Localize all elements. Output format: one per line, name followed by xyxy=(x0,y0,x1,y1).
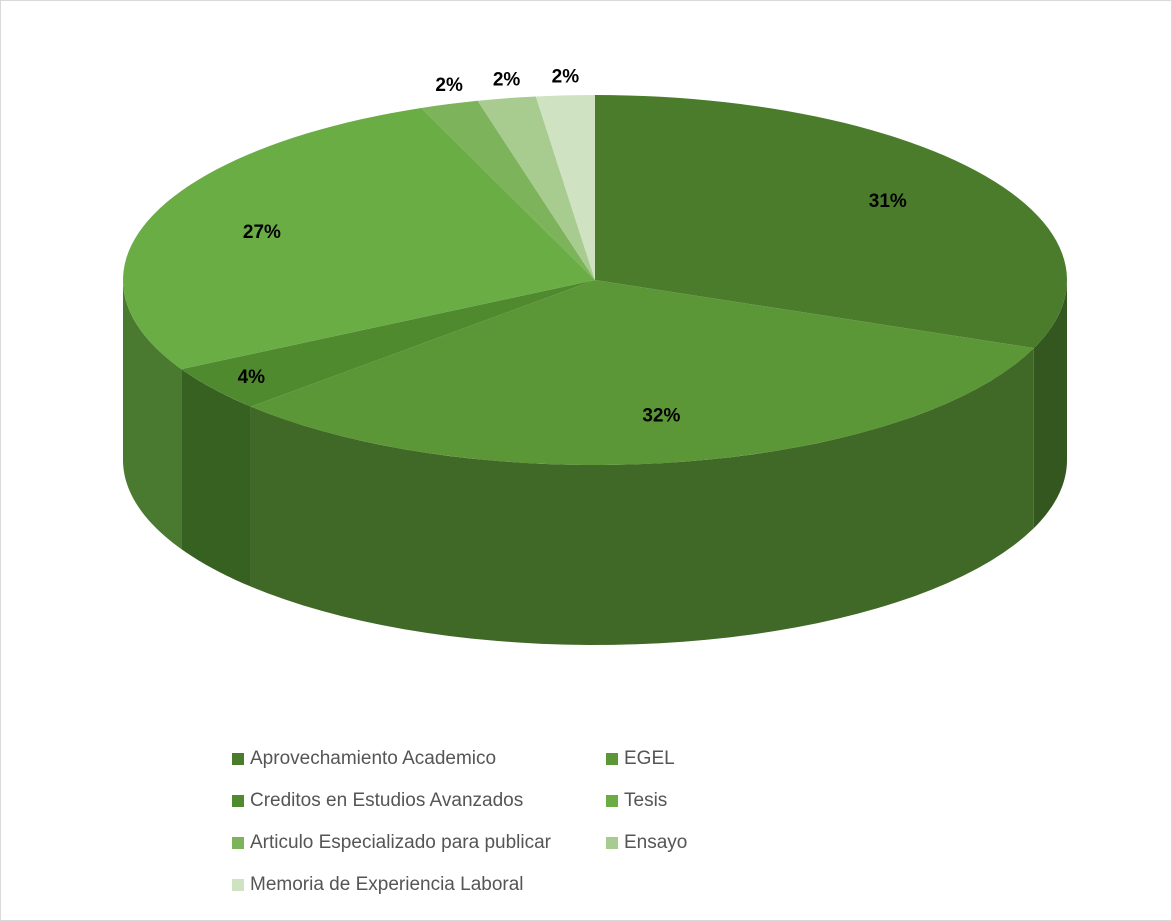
pie-slice xyxy=(595,95,1067,349)
legend-swatch xyxy=(232,837,244,849)
legend-label: Creditos en Estudios Avanzados xyxy=(250,790,523,811)
data-label: 2% xyxy=(552,66,580,87)
data-label: 4% xyxy=(238,367,266,388)
data-label: 2% xyxy=(493,69,521,90)
legend-label: Aprovechamiento Academico xyxy=(250,748,496,769)
pie-slice xyxy=(477,96,595,281)
pie-slice xyxy=(250,280,1034,465)
legend-swatch xyxy=(232,795,244,807)
data-label: 2% xyxy=(435,75,463,96)
pie-side xyxy=(250,348,1034,645)
legend-label: EGEL xyxy=(624,748,675,769)
legend-swatch xyxy=(606,837,618,849)
legend-swatch xyxy=(606,753,618,765)
pie-slice xyxy=(421,100,595,280)
pie-slice xyxy=(535,95,595,280)
pie-side xyxy=(181,369,251,587)
legend-swatch xyxy=(232,753,244,765)
legend-label: Ensayo xyxy=(624,832,687,853)
legend-label: Tesis xyxy=(624,790,667,811)
legend-label: Articulo Especializado para publicar xyxy=(250,832,552,853)
data-label: 31% xyxy=(869,191,907,212)
legend-swatch xyxy=(232,879,244,891)
pie-side xyxy=(1033,280,1067,529)
legend-swatch xyxy=(606,795,618,807)
pie-side xyxy=(123,280,182,550)
pie-slice xyxy=(181,280,595,407)
legend-label: Memoria de Experiencia Laboral xyxy=(250,874,524,895)
data-label: 32% xyxy=(642,405,680,426)
pie-slice xyxy=(123,107,595,370)
data-label: 27% xyxy=(243,222,281,243)
